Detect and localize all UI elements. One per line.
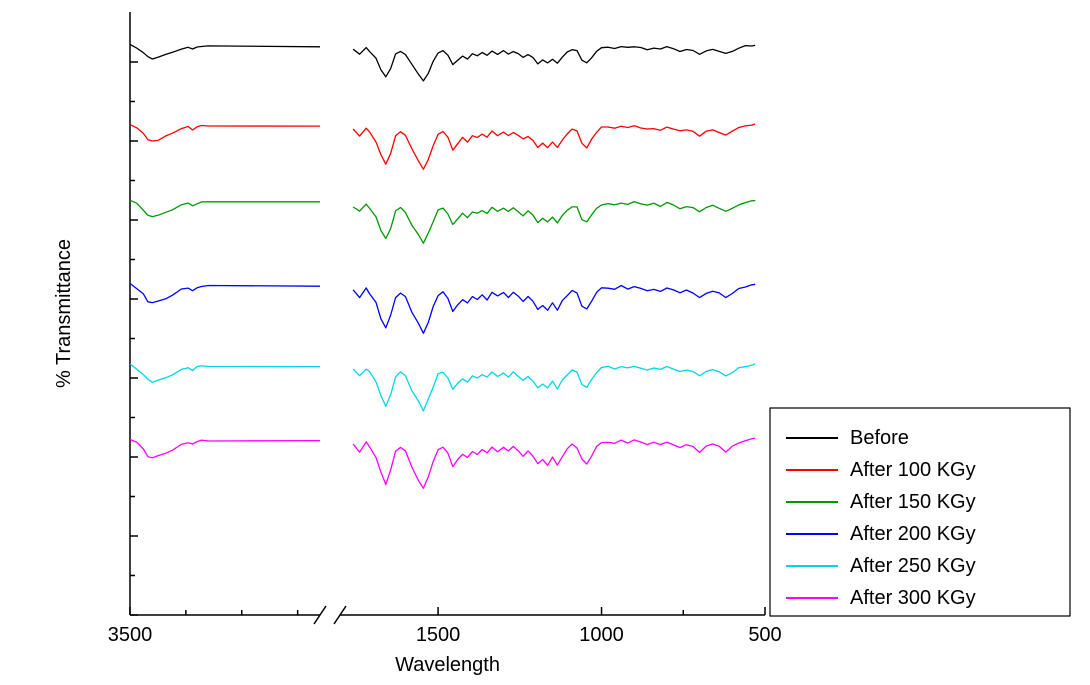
x-tick-label: 1500: [416, 624, 461, 646]
legend-label: After 100 KGy: [850, 459, 976, 481]
legend-label: After 200 KGy: [850, 523, 976, 545]
x-tick-label: 1000: [579, 624, 624, 646]
y-axis-label: % Transmittance: [53, 239, 75, 388]
legend-label: After 150 KGy: [850, 491, 976, 513]
ftir-spectra-chart: 3500 1500 1000 500 Wavelength % Transmittance…: [0, 0, 1090, 685]
x-axis-label: Wavelength: [395, 654, 500, 676]
legend-label: Before: [850, 427, 909, 449]
legend-label: After 250 KGy: [850, 555, 976, 577]
legend-label: After 300 KGy: [850, 587, 976, 609]
chart-svg: 3500 1500 1000 500 Wavelength % Transmittance…: [0, 0, 1090, 685]
x-tick-label: 3500: [108, 624, 153, 646]
x-tick-label: 500: [748, 624, 781, 646]
